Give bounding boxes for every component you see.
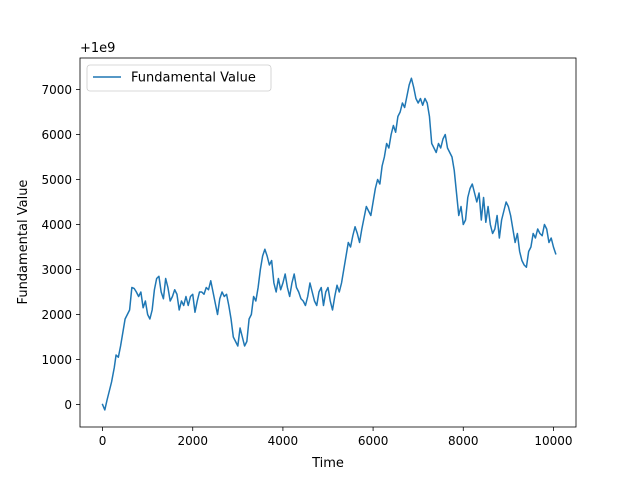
x-tick-label: 8000: [448, 434, 479, 448]
x-axis-label: Time: [311, 456, 344, 471]
y-tick-label: 2000: [41, 308, 72, 322]
legend-box: [86, 64, 272, 92]
y-tick-label: 6000: [41, 128, 72, 142]
y-axis: 0 1000 2000 3000 4000 5000 6000 7000: [41, 83, 80, 412]
series-line-fundamental-value: [101, 77, 557, 411]
y-tick-label: 7000: [41, 83, 72, 97]
legend-label: Fundamental Value: [131, 71, 256, 86]
x-tick-label: 10000: [534, 434, 572, 448]
legend: Fundamental Value: [86, 64, 272, 92]
y-tick-label: 5000: [41, 173, 72, 187]
x-tick-label: 4000: [268, 434, 299, 448]
y-tick-label: 4000: [41, 218, 72, 232]
plot-area: [80, 58, 576, 427]
y-tick-label: 0: [64, 398, 72, 412]
plot-frame: [79, 57, 577, 428]
x-tick-label: 2000: [177, 434, 208, 448]
y-axis-label: Fundamental Value: [16, 180, 31, 305]
x-axis: 0 2000 4000 6000 8000 10000: [99, 427, 573, 448]
x-tick-label: 0: [99, 434, 107, 448]
x-tick-label: 6000: [358, 434, 389, 448]
y-tick-label: 3000: [41, 263, 72, 277]
y-tick-label: 1000: [41, 353, 72, 367]
y-offset-text: +1e9: [80, 41, 115, 56]
